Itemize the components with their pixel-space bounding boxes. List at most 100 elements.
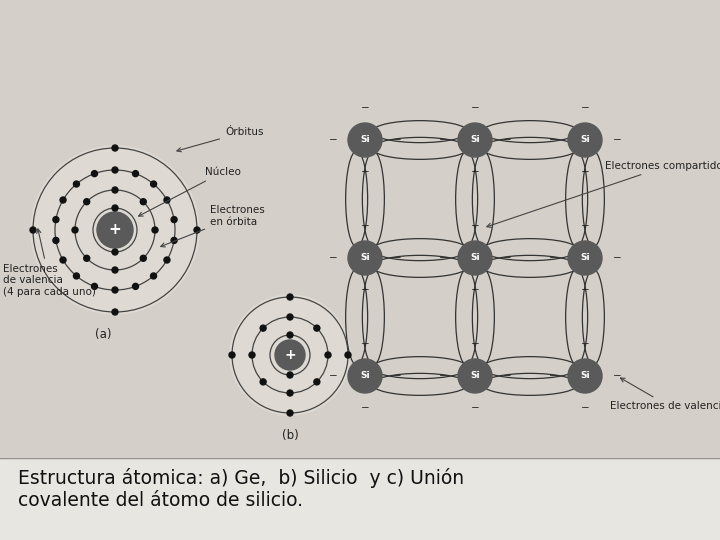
Text: −: − (549, 371, 557, 381)
Text: Si: Si (360, 136, 370, 145)
Text: −: − (361, 103, 369, 113)
Circle shape (150, 181, 156, 187)
Circle shape (287, 390, 293, 396)
Circle shape (73, 181, 79, 187)
Text: −: − (503, 135, 511, 145)
Text: −: − (471, 167, 480, 177)
Circle shape (194, 227, 200, 233)
Text: −: − (361, 285, 369, 295)
Text: Núcleo: Núcleo (138, 167, 241, 216)
Circle shape (140, 199, 146, 205)
Circle shape (60, 197, 66, 203)
Text: +: + (284, 348, 296, 362)
Text: −: − (471, 403, 480, 413)
Text: −: − (471, 103, 480, 113)
Circle shape (458, 241, 492, 275)
Circle shape (260, 379, 266, 385)
Circle shape (458, 123, 492, 157)
Text: −: − (361, 167, 369, 177)
Text: −: − (361, 403, 369, 413)
Text: −: − (471, 285, 480, 295)
Circle shape (287, 332, 293, 338)
Circle shape (84, 255, 90, 261)
Text: −: − (361, 339, 369, 349)
Text: Si: Si (360, 253, 370, 262)
Text: −: − (471, 339, 480, 349)
Text: −: − (361, 221, 369, 231)
Text: Si: Si (470, 136, 480, 145)
Circle shape (568, 241, 602, 275)
Circle shape (287, 294, 293, 300)
Text: Si: Si (580, 372, 590, 381)
Circle shape (112, 309, 118, 315)
Circle shape (91, 284, 97, 289)
Circle shape (345, 352, 351, 358)
Circle shape (150, 273, 156, 279)
Text: (a): (a) (95, 328, 112, 341)
Circle shape (84, 199, 90, 205)
Circle shape (112, 167, 118, 173)
Circle shape (171, 238, 177, 244)
Circle shape (325, 352, 331, 358)
Text: −: − (580, 339, 590, 349)
Circle shape (260, 325, 266, 331)
Text: −: − (438, 253, 447, 263)
Text: +: + (109, 222, 122, 238)
Text: Si: Si (470, 253, 480, 262)
Text: −: − (613, 253, 621, 263)
Circle shape (112, 145, 118, 151)
Text: Estructura átomica: a) Ge,  b) Silicio  y c) Unión
covalente del átomo de silici: Estructura átomica: a) Ge, b) Silicio y … (18, 468, 464, 510)
Text: Si: Si (470, 372, 480, 381)
Circle shape (314, 325, 320, 331)
Text: −: − (580, 403, 590, 413)
Circle shape (164, 257, 170, 263)
Text: −: − (613, 371, 621, 381)
Text: Órbitus: Órbitus (177, 127, 264, 152)
Text: −: − (503, 253, 511, 263)
Text: Electrones de valencia: Electrones de valencia (610, 378, 720, 411)
Circle shape (132, 171, 138, 177)
Circle shape (230, 295, 350, 415)
Text: −: − (328, 135, 338, 145)
Circle shape (112, 249, 118, 255)
Circle shape (31, 146, 199, 314)
Circle shape (73, 273, 79, 279)
Circle shape (132, 284, 138, 289)
Text: −: − (549, 253, 557, 263)
Circle shape (152, 227, 158, 233)
Circle shape (140, 255, 146, 261)
Circle shape (314, 379, 320, 385)
Text: −: − (580, 167, 590, 177)
Circle shape (348, 123, 382, 157)
Text: Electrones
en órbita: Electrones en órbita (161, 205, 265, 247)
Text: −: − (580, 285, 590, 295)
Text: Si: Si (360, 372, 370, 381)
Text: −: − (613, 135, 621, 145)
Circle shape (60, 257, 66, 263)
Text: −: − (392, 371, 401, 381)
Text: −: − (392, 253, 401, 263)
Circle shape (112, 267, 118, 273)
Circle shape (53, 238, 59, 244)
Text: Electrones
de valencia
(4 para cada uno): Electrones de valencia (4 para cada uno) (3, 229, 96, 297)
Circle shape (287, 314, 293, 320)
Text: −: − (471, 221, 480, 231)
Text: (b): (b) (282, 429, 298, 442)
Circle shape (287, 410, 293, 416)
Circle shape (53, 217, 59, 222)
Circle shape (30, 227, 36, 233)
Bar (0, 460, 720, 540)
Circle shape (97, 212, 133, 248)
Circle shape (249, 352, 255, 358)
Text: Si: Si (580, 253, 590, 262)
Text: −: − (438, 135, 447, 145)
Circle shape (568, 123, 602, 157)
Circle shape (91, 171, 97, 177)
Circle shape (458, 359, 492, 393)
Text: Electrones compartidos: Electrones compartidos (487, 161, 720, 227)
Circle shape (287, 372, 293, 378)
Text: −: − (549, 135, 557, 145)
Circle shape (112, 205, 118, 211)
Text: −: − (503, 371, 511, 381)
Circle shape (171, 217, 177, 222)
